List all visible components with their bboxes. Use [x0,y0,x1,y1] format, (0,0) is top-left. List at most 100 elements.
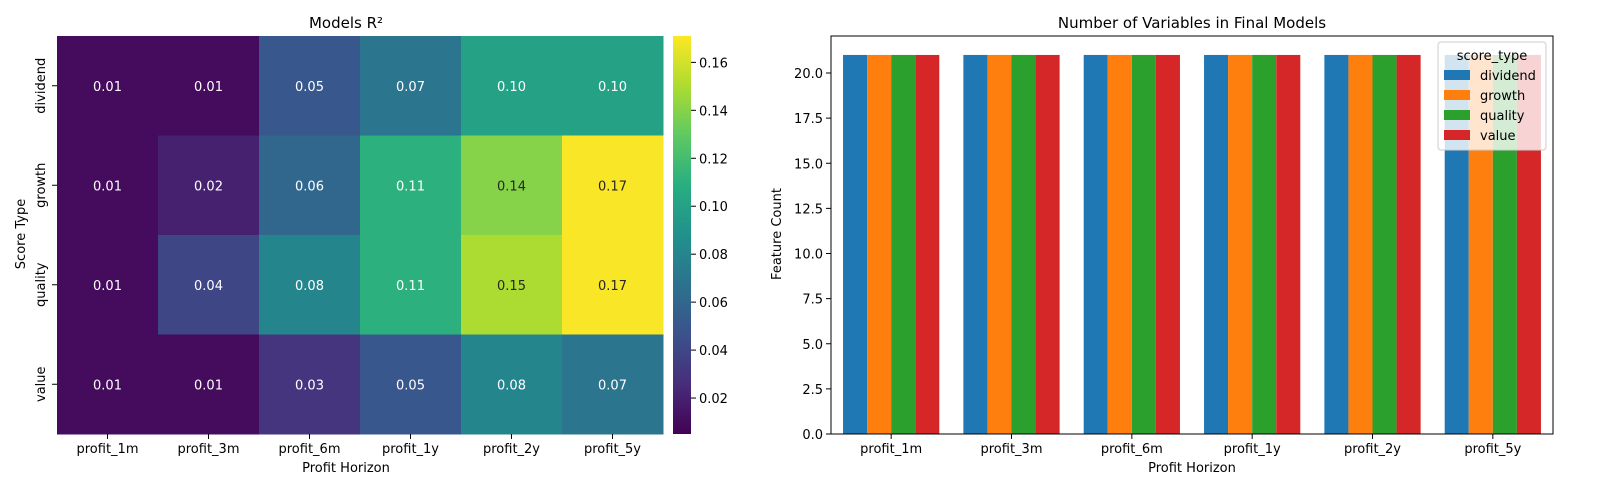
heatmap-cell [158,135,260,236]
bar-x-tick-label: profit_1y [1224,442,1281,457]
heatmap-cell-label: 0.01 [194,378,223,393]
heatmap-y-tick-label: value [34,366,49,402]
colorbar [673,36,691,434]
bar-value [1155,54,1180,434]
heatmap-cell [461,135,563,236]
heatmap-cell [57,334,159,435]
legend-swatch-quality [1444,110,1470,120]
heatmap-cell [360,135,462,236]
heatmap-y-tick-label: quality [34,262,49,307]
heatmap-x-tick-label: profit_6m [279,442,341,457]
colorbar-tick-label: 0.08 [699,248,728,263]
bar-y-ticks: 0.0 2.5 5.0 7.5 10.0 12.5 15.0 17.5 20.0 [794,67,831,443]
heatmap-cell-label: 0.11 [396,279,425,294]
legend-swatch-dividend [1444,70,1470,80]
bar-y-tick-label: 2.5 [802,383,823,398]
heatmap-cell [259,334,361,435]
heatmap-cell-label: 0.04 [194,279,223,294]
heatmap-y-tick-label: growth [34,163,49,208]
bar-x-tick-label: profit_1m [860,442,922,457]
heatmap-cell-label: 0.17 [598,179,627,194]
heatmap-y-axis-label: Score Type [14,199,29,269]
heatmap-cells: 0.01 0.01 0.05 0.07 0.10 0.10 0.01 0.02 0.06 0.11… [57,36,664,435]
bar-growth [1107,54,1132,434]
heatmap-cell [57,36,159,136]
heatmap-cell-label: 0.14 [497,179,526,194]
legend: score_type dividend growth quality value [1437,41,1547,151]
heatmap-x-ticks: profit_1m profit_3m profit_6m profit_1y prof… [77,434,641,457]
bar-chart-title: Number of Variables in Final Models [1058,14,1326,32]
bar-y-tick-label: 5.0 [802,338,823,353]
bar-y-tick-label: 0.0 [802,428,823,443]
heatmap-cell [360,235,462,335]
legend-swatch-value [1444,130,1470,140]
heatmap-x-axis-label: Profit Horizon [302,461,390,476]
heatmap-cell-label: 0.10 [598,80,627,95]
bar-dividend [1083,54,1108,434]
bar-x-tick-label: profit_6m [1101,442,1163,457]
bar-dividend [1204,54,1229,434]
bar-growth [1348,54,1373,434]
heatmap-cell [158,334,260,435]
heatmap-x-tick-label: profit_1m [77,442,139,457]
legend-label-quality: quality [1480,109,1525,124]
bar-x-tick-label: profit_2y [1344,442,1401,457]
heatmap-cell-label: 0.01 [194,80,223,95]
heatmap-cell [461,235,563,335]
heatmap-y-tick-label: dividend [34,58,49,114]
heatmap-cell-label: 0.03 [295,378,324,393]
heatmap-y-ticks: dividend growth quality value [34,58,57,402]
bar-quality [891,54,916,434]
heatmap-cell-label: 0.02 [194,179,223,194]
heatmap-cell-label: 0.06 [295,179,324,194]
bar-y-tick-label: 10.0 [794,248,823,263]
bar-y-tick-label: 12.5 [794,202,823,217]
heatmap-x-tick-label: profit_3m [178,442,240,457]
bar-panel: Number of Variables in Final Models prof… [770,14,1554,476]
heatmap-cell-label: 0.01 [93,179,122,194]
heatmap-cell [562,235,664,335]
heatmap-cell [259,36,361,136]
bar-x-ticks: profit_1m profit_3m profit_6m profit_1y prof… [860,434,1522,457]
colorbar-tick-label: 0.02 [699,392,728,407]
bar-marks [843,54,1541,434]
bar-y-tick-label: 20.0 [794,67,823,82]
colorbar-ticks: 0.02 0.04 0.06 0.08 0.10 0.12 0.14 0.16 [691,56,728,407]
heatmap-cell-label: 0.08 [295,279,324,294]
bar-value [915,54,940,434]
legend-label-dividend: dividend [1480,69,1536,84]
bar-growth [867,54,892,434]
bar-plot-frame [830,35,1554,435]
heatmap-cell [57,135,159,236]
heatmap-cell [461,334,563,435]
heatmap-cell-label: 0.15 [497,279,526,294]
colorbar-tick-label: 0.10 [699,200,728,215]
legend-title: score_type [1457,49,1527,64]
bar-x-axis-label: Profit Horizon [1148,461,1236,476]
heatmap-title: Models R² [309,14,383,32]
heatmap-cell [360,334,462,435]
heatmap-cell [562,334,664,435]
bar-dividend [1324,54,1349,434]
heatmap-cell-label: 0.07 [396,80,425,95]
bar-value [1276,54,1301,434]
bar-quality [1131,54,1156,434]
heatmap-cell [259,135,361,236]
heatmap-cell [158,36,260,136]
heatmap-cell [562,36,664,136]
heatmap-cell-label: 0.10 [497,80,526,95]
bar-growth [987,54,1012,434]
heatmap-cell [562,135,664,236]
heatmap-x-tick-label: profit_2y [483,442,540,457]
heatmap-cell-label: 0.07 [598,378,627,393]
bar-y-tick-label: 17.5 [794,112,823,127]
heatmap-x-tick-label: profit_5y [584,442,641,457]
heatmap-cell-label: 0.08 [497,378,526,393]
bar-quality [1011,54,1036,434]
heatmap-cell [360,36,462,136]
bar-x-tick-label: profit_5y [1464,442,1521,457]
heatmap-x-tick-label: profit_1y [382,442,439,457]
heatmap-cell-label: 0.17 [598,279,627,294]
heatmap-cell-label: 0.01 [93,378,122,393]
